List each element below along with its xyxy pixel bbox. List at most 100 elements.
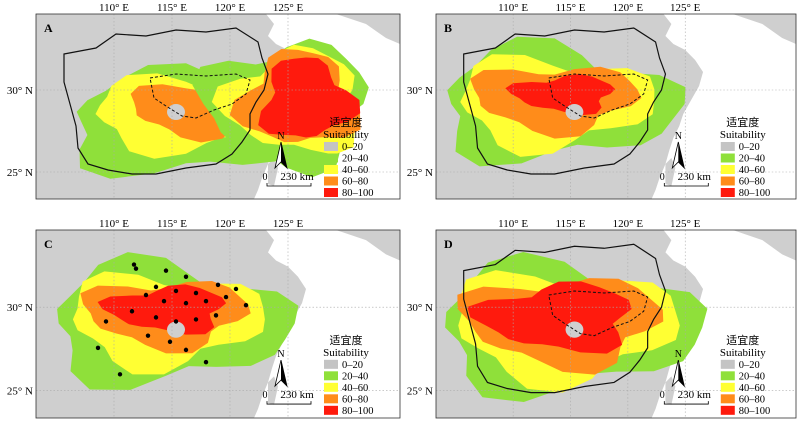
scale-bar <box>663 183 709 187</box>
north-arrow <box>274 141 288 170</box>
core-area-outline <box>548 290 649 337</box>
longitude-label: 110° E <box>99 218 129 230</box>
occurrence-point <box>193 290 199 296</box>
legend-title-cn: 适宜度 <box>330 333 363 347</box>
latitude-label: 25° N <box>407 386 433 398</box>
occurrence-point <box>163 268 169 273</box>
occurrence-point <box>103 319 109 324</box>
occurrence-point <box>183 300 189 306</box>
legend-swatch <box>720 153 735 163</box>
legend-class-label: 60–80 <box>739 394 765 405</box>
occurrence-point <box>95 345 101 351</box>
latitude-label: 25° N <box>7 386 33 398</box>
legend-swatch <box>720 176 735 186</box>
occurrence-point <box>131 262 137 267</box>
legend-swatch <box>720 359 735 369</box>
longitude-label: 120° E <box>613 218 644 230</box>
legend-swatch <box>324 371 338 381</box>
legend-swatch <box>324 176 338 186</box>
occurrence-point <box>223 294 229 300</box>
occurrence-point <box>173 319 179 324</box>
longitude-label: 125° E <box>273 218 304 230</box>
legend-swatch <box>324 394 338 404</box>
latitude-label: 25° N <box>7 167 33 179</box>
legend-swatch <box>720 405 735 415</box>
legend-class-label: 40–60 <box>342 165 368 176</box>
legend-class-label: 0–20 <box>342 360 363 371</box>
latitude-label: 30° N <box>7 85 33 97</box>
longitude-label: 120° E <box>215 2 246 14</box>
legend-swatch <box>720 394 735 404</box>
lake <box>565 104 584 120</box>
legend-swatch <box>324 153 338 163</box>
longitude-label: 125° E <box>273 2 304 14</box>
occurrence-point <box>173 288 179 294</box>
scale-bar <box>663 401 709 405</box>
occurrence-point <box>153 284 159 290</box>
scale-label: 230 km <box>280 171 314 183</box>
longitude-label: 115° E <box>556 218 586 230</box>
panel-frame <box>435 229 797 419</box>
suitability-zone-3 <box>505 74 616 116</box>
longitude-label: 110° E <box>498 218 528 230</box>
core-area-outline <box>548 73 649 119</box>
legend-class-label: 20–40 <box>342 371 368 382</box>
legend-class-label: 40–60 <box>342 383 368 394</box>
study-area-outline <box>463 27 667 175</box>
legend-swatch <box>324 359 338 369</box>
legend-class-label: 40–60 <box>739 383 765 394</box>
north-label: N <box>277 131 284 142</box>
panel-label: C <box>44 237 53 251</box>
legend-class-label: 20–40 <box>739 371 765 382</box>
occurrence-point <box>161 298 167 304</box>
scale-label: 230 km <box>678 171 712 183</box>
northeast-land <box>336 230 400 261</box>
scale-bar <box>266 401 312 405</box>
latitude-label: 30° N <box>407 85 433 97</box>
suitability-zone-6 <box>258 57 361 138</box>
longitude-label: 115° E <box>157 2 187 14</box>
legend-class-label: 80–100 <box>342 188 374 199</box>
lake <box>167 321 185 338</box>
panel-frame <box>35 13 401 200</box>
legend-title-en: Suitability <box>323 129 369 141</box>
legend-title-cn: 适宜度 <box>726 115 759 129</box>
panel-label: A <box>44 21 53 35</box>
north-label: N <box>277 349 284 360</box>
legend-class-label: 0–20 <box>342 142 363 153</box>
legend-class-label: 60–80 <box>342 177 368 188</box>
legend-class-label: 40–60 <box>739 165 765 176</box>
legend-swatch <box>324 188 338 197</box>
study-area-outline <box>463 243 667 394</box>
longitude-label: 120° E <box>613 2 644 14</box>
longitude-label: 110° E <box>498 2 528 14</box>
legend-class-label: 60–80 <box>342 394 368 405</box>
panel-frame <box>35 229 401 419</box>
legend-swatch <box>324 382 338 392</box>
scale-zero: 0 <box>263 390 268 401</box>
longitude-label: 125° E <box>670 2 701 14</box>
north-arrow <box>671 359 686 388</box>
panel-label: B <box>444 21 452 35</box>
lake <box>167 104 185 120</box>
occurrence-point <box>133 266 139 271</box>
legend-swatch <box>720 188 735 197</box>
scale-label: 230 km <box>280 389 314 401</box>
scale-label: 230 km <box>678 389 712 401</box>
north-label: N <box>675 349 682 360</box>
legend-class-label: 80–100 <box>739 188 771 199</box>
occurrence-point <box>183 274 189 279</box>
occurrence-point <box>167 339 173 345</box>
scale-zero: 0 <box>660 172 665 183</box>
northeast-land <box>336 14 400 44</box>
occurrence-point <box>145 333 151 338</box>
legend-swatch <box>324 142 338 151</box>
legend-class-label: 80–100 <box>739 406 771 417</box>
northeast-land <box>732 230 796 261</box>
core-area-outline <box>149 73 251 119</box>
